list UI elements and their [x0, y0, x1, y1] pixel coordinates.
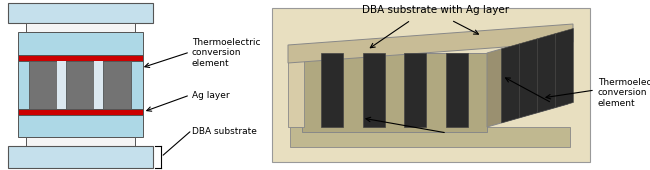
Bar — [94, 61, 103, 109]
Bar — [8, 146, 153, 168]
Bar — [8, 3, 153, 23]
Bar — [272, 8, 590, 162]
Polygon shape — [519, 39, 538, 118]
Bar — [18, 115, 143, 137]
Bar — [57, 61, 66, 109]
Polygon shape — [501, 44, 519, 123]
Bar — [302, 53, 487, 132]
Polygon shape — [555, 28, 573, 108]
Text: Ag layer: Ag layer — [192, 91, 229, 100]
Text: Thermoelectric
conversion
element: Thermoelectric conversion element — [192, 38, 261, 68]
Bar — [363, 53, 385, 127]
Bar — [321, 53, 343, 127]
Polygon shape — [487, 30, 568, 127]
Bar — [446, 53, 467, 127]
Polygon shape — [538, 34, 555, 113]
Bar — [18, 55, 143, 61]
Bar — [404, 53, 426, 127]
Bar — [18, 32, 143, 55]
Bar — [66, 61, 94, 109]
Bar — [18, 61, 143, 109]
Bar — [26, 137, 135, 146]
Text: DBA substrate: DBA substrate — [192, 127, 257, 136]
Text: DBA substrate with Ag layer: DBA substrate with Ag layer — [363, 5, 510, 15]
Bar — [18, 109, 143, 115]
Polygon shape — [288, 24, 573, 63]
Bar — [29, 61, 57, 109]
Bar — [290, 127, 570, 147]
Bar — [103, 61, 131, 109]
Bar — [288, 48, 304, 127]
Text: Thermoelectric
conversion
element: Thermoelectric conversion element — [598, 78, 650, 108]
Bar — [26, 23, 135, 32]
